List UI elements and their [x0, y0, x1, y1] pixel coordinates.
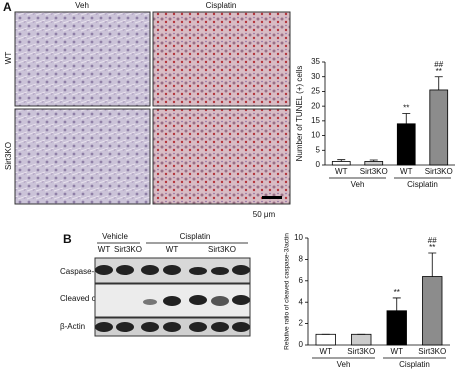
x-tick-label: Sirt3KO — [360, 167, 388, 176]
y-tick-label: 25 — [311, 87, 320, 96]
scale-label: 50 μm — [253, 210, 276, 219]
group-label: Veh — [337, 360, 351, 369]
y-tick-label: 0 — [299, 340, 304, 349]
column-label: Veh — [75, 1, 89, 10]
bar — [396, 123, 416, 166]
y-axis-label: Number of TUNEL (+) cells — [295, 66, 304, 162]
y-tick-label: 20 — [311, 101, 320, 110]
blot-row-label: β-Actin — [60, 322, 85, 331]
row-label: WT — [4, 52, 13, 65]
y-tick-label: 2 — [299, 319, 304, 328]
significance: ** — [394, 288, 400, 297]
row-label: Sirt3KO — [4, 142, 13, 170]
bar — [331, 161, 351, 166]
y-tick-label: 0 — [316, 160, 321, 169]
x-tick-label: Sirt3KO — [347, 347, 375, 356]
lane-label: WT — [166, 245, 179, 254]
error-bar — [392, 297, 401, 311]
micrograph — [14, 108, 151, 205]
bands — [95, 265, 250, 332]
lane-label: Sirt3KO — [114, 245, 142, 254]
micrograph — [14, 11, 151, 107]
y-tick-label: 6 — [299, 276, 304, 285]
x-tick-label: WT — [391, 347, 404, 356]
blot-row-label: Caspase-3 — [60, 267, 99, 276]
x-tick-label: WT — [400, 167, 413, 176]
blot-header: Cisplatin — [180, 232, 211, 241]
y-tick-label: 10 — [311, 131, 320, 140]
x-tick-label: Sirt3KO — [418, 347, 446, 356]
bar — [351, 333, 372, 346]
error-bar — [428, 252, 437, 277]
bar — [315, 333, 336, 346]
blot-header: Vehicle — [102, 232, 128, 241]
x-tick-label: Sirt3KO — [425, 167, 453, 176]
bar — [364, 161, 384, 166]
y-tick-label: 15 — [311, 116, 320, 125]
significance: ## — [428, 236, 437, 245]
y-tick-label: 30 — [311, 72, 320, 81]
y-axis-label: Relative ratio of cleaved caspase-3/acti… — [284, 233, 291, 350]
micrograph — [152, 108, 291, 205]
significance: ** — [403, 104, 409, 113]
significance: ** — [436, 67, 442, 76]
y-tick-label: 5 — [316, 145, 321, 154]
error-bar — [402, 113, 411, 124]
error-bar — [369, 159, 378, 162]
y-tick-label: 4 — [299, 297, 304, 306]
error-bar — [434, 76, 443, 90]
panel-label: A — [3, 0, 12, 14]
bar — [429, 89, 449, 166]
bar — [422, 276, 443, 346]
y-tick-label: 35 — [311, 57, 320, 66]
panel-label: B — [63, 232, 72, 246]
x-tick-label: WT — [320, 347, 333, 356]
lane-label: WT — [98, 245, 111, 254]
group-label: Veh — [351, 180, 365, 189]
scale-bar — [262, 196, 282, 199]
micrograph — [152, 11, 291, 107]
x-tick-label: WT — [335, 167, 348, 176]
y-tick-label: 10 — [294, 233, 303, 242]
column-label: Cisplatin — [206, 1, 237, 10]
lane-label: Sirt3KO — [208, 245, 236, 254]
significance: ## — [434, 60, 443, 69]
error-bar — [337, 159, 346, 162]
y-tick-label: 8 — [299, 255, 304, 264]
bar — [386, 310, 407, 346]
significance: ** — [429, 243, 435, 252]
group-label: Cisplatin — [399, 360, 430, 369]
group-label: Cisplatin — [407, 180, 438, 189]
